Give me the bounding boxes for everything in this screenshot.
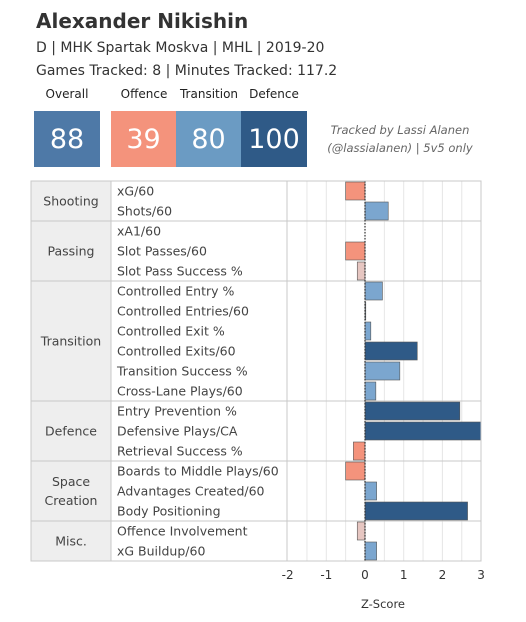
credit-note: Tracked by Lassi Alanen (@lassialanen) |…	[310, 121, 490, 157]
x-tick-label: -2	[282, 568, 294, 582]
bar	[345, 181, 366, 201]
metric-label: Body Positioning	[117, 504, 221, 519]
credit-line-1: Tracked by Lassi Alanen	[330, 123, 470, 137]
bar	[364, 281, 383, 301]
metric-label: Advantages Created/60	[117, 484, 265, 499]
metric-label: Controlled Entry %	[117, 284, 234, 299]
metric-label: xG Buildup/60	[117, 544, 205, 559]
metric-label: xG/60	[117, 184, 154, 199]
bar	[364, 321, 372, 341]
category-label: Creation	[45, 493, 98, 508]
metric-label: Boards to Middle Plays/60	[117, 464, 279, 479]
bar	[364, 501, 468, 521]
metric-label: Slot Pass Success %	[117, 264, 243, 279]
defence-label: Defence	[249, 87, 299, 101]
metric-label: Transition Success %	[116, 364, 248, 379]
tracking-summary: Games Tracked: 8 | Minutes Tracked: 117.…	[36, 63, 338, 79]
category-label: Space	[52, 474, 90, 489]
bar	[364, 201, 389, 221]
bar	[356, 261, 366, 281]
x-axis-title: Z-Score	[361, 597, 405, 611]
bar	[345, 461, 366, 481]
credit-line-2: (@lassialanen) | 5v5 only	[327, 141, 473, 155]
bar	[353, 441, 366, 461]
defence-score-box: 100	[241, 111, 307, 167]
bar	[364, 341, 418, 361]
bar	[364, 421, 482, 441]
bar	[364, 541, 377, 561]
bar	[364, 381, 377, 401]
x-tick-label: 2	[439, 568, 447, 582]
bar	[345, 241, 366, 261]
metric-label: Controlled Exits/60	[117, 344, 236, 359]
metric-label: Slot Passes/60	[117, 244, 207, 259]
metric-label: Defensive Plays/CA	[117, 424, 238, 439]
category-label: Shooting	[43, 194, 98, 209]
offence-score-box: 39	[111, 111, 176, 167]
overall-score-box: 88	[34, 111, 100, 167]
chart-border	[30, 180, 482, 562]
x-tick-label: 0	[361, 568, 369, 582]
overall-label: Overall	[45, 87, 89, 101]
category-label: Transition	[40, 334, 101, 349]
category-label: Defence	[45, 424, 97, 439]
x-tick-label: 1	[400, 568, 408, 582]
metric-label: xA1/60	[117, 224, 161, 239]
category-column-bg	[31, 181, 111, 561]
bar	[364, 361, 401, 381]
metric-label: Entry Prevention %	[117, 404, 237, 419]
player-name: Alexander Nikishin	[36, 9, 249, 33]
metric-label: Cross-Lane Plays/60	[117, 384, 243, 399]
x-tick-label: -1	[320, 568, 332, 582]
metric-label: Offence Involvement	[117, 524, 248, 539]
metric-label: Retrieval Success %	[117, 444, 243, 459]
bar	[364, 401, 461, 421]
transition-label: Transition	[179, 87, 239, 101]
category-label: Passing	[48, 244, 95, 259]
metric-label: Controlled Exit %	[117, 324, 225, 339]
metric-label: Shots/60	[117, 204, 172, 219]
bar	[356, 521, 366, 541]
x-tick-label: 3	[477, 568, 485, 582]
metric-label: Controlled Entries/60	[117, 304, 249, 319]
player-subtitle: D | MHK Spartak Moskva | MHL | 2019-20	[36, 40, 325, 56]
bar	[364, 481, 377, 501]
transition-score-box: 80	[176, 111, 241, 167]
category-label: Misc.	[55, 534, 87, 549]
offence-label: Offence	[120, 87, 168, 101]
